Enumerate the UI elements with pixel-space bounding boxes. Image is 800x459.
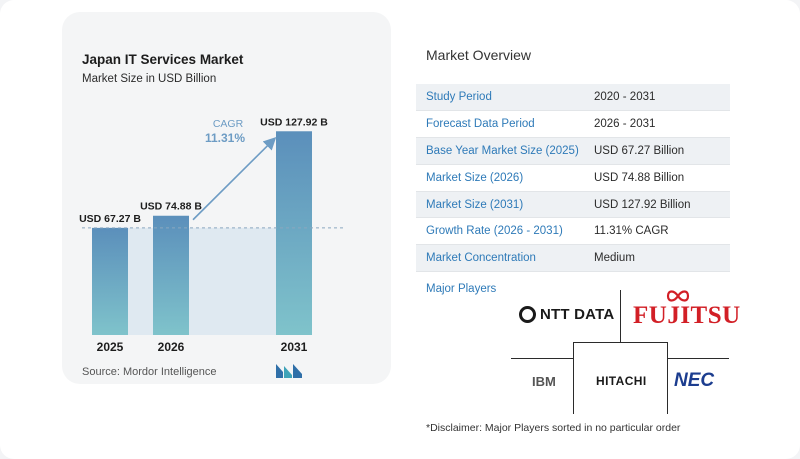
grid-divider [573,342,667,343]
overview-row-value: 2026 - 2031 [584,110,730,139]
overview-row-label: Market Size (2026) [416,164,584,192]
grid-divider [667,342,668,414]
disclaimer: *Disclaimer: Major Players sorted in no … [426,422,681,434]
bar-data-label: USD 67.27 B [79,213,141,225]
cagr-arrow [192,137,277,221]
overview-row: Market Concentration Medium [416,244,730,273]
overview-row-value: 2020 - 2031 [584,84,730,112]
grid-divider [511,358,573,359]
cagr-label: CAGR [213,118,244,130]
overview-row-label: Base Year Market Size (2025) [416,137,584,165]
fujitsu-logo: FUJITSU [633,302,741,329]
grid-divider [573,342,574,414]
overview-row: Base Year Market Size (2025) USD 67.27 Bi… [416,137,730,165]
overview-row-label: Forecast Data Period [416,110,584,139]
overview-row-value: Medium [584,244,730,273]
overview-row: Forecast Data Period 2026 - 2031 [416,110,730,139]
overview-row: Market Size (2026) USD 74.88 Billion [416,164,730,192]
x-tick-label: 2031 [281,340,308,354]
market-overview-title: Market Overview [426,47,532,63]
hitachi-logo: HITACHI [596,374,647,388]
bar-2025 [92,227,128,335]
mordor-intelligence-logo-icon [276,364,302,378]
nec-logo: NEC [674,370,715,391]
overview-row-label: Market Size (2031) [416,191,584,219]
market-overview-table: Study Period 2020 - 2031 Forecast Data Per… [416,84,730,273]
overview-row-label: Study Period [416,84,584,112]
bar-data-label: USD 74.88 B [140,201,202,213]
cagr-value: 11.31% [205,131,245,145]
x-tick-label: 2025 [97,340,124,354]
overview-row-label: Growth Rate (2026 - 2031) [416,217,584,246]
grid-divider [667,358,729,359]
ntt-ring-icon [519,306,536,323]
ntt-data-logo-text: NTT DATA [540,306,615,323]
overview-row-value: USD 67.27 Billion [584,137,730,165]
overview-row: Growth Rate (2026 - 2031) 11.31% CAGR [416,217,730,246]
bar-data-label: USD 127.92 B [260,116,328,128]
ntt-data-logo: NTT DATA [519,306,614,323]
overview-row-value: USD 74.88 Billion [584,164,730,192]
chart-title: Japan IT Services Market [82,52,244,67]
overview-row-label: Market Concentration [416,244,584,273]
fujitsu-infinity-icon [666,290,690,302]
chart-subtitle: Market Size in USD Billion [82,73,217,85]
overview-row-value: 11.31% CAGR [584,217,730,246]
grid-divider [620,290,621,342]
source-note: Source: Mordor Intelligence [82,366,217,378]
bar-2031 [276,131,312,335]
ibm-logo: IBM [532,374,556,389]
major-players-title: Major Players [426,283,497,295]
x-tick-label: 2026 [158,340,185,354]
overview-row: Study Period 2020 - 2031 [416,84,730,112]
bar-2026 [153,215,189,335]
overview-row-value: USD 127.92 Billion [584,191,730,219]
overview-row: Market Size (2031) USD 127.92 Billion [416,191,730,219]
